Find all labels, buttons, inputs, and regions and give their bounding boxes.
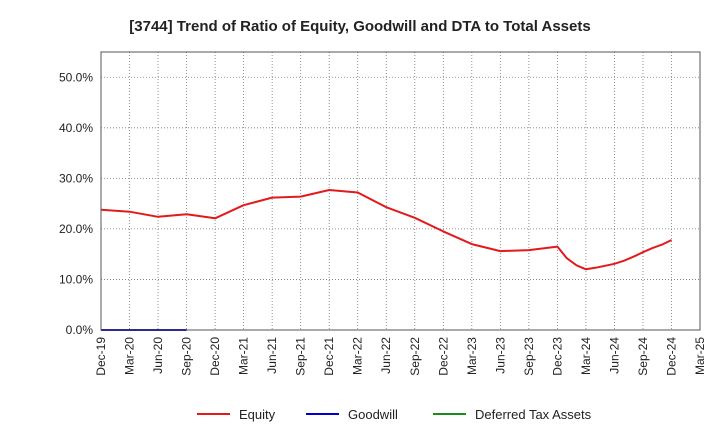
x-tick-label: Sep-23 <box>522 337 536 376</box>
grid <box>100 52 701 331</box>
x-tick-label: Jun-20 <box>151 337 165 374</box>
series-line-equity <box>100 189 672 271</box>
x-tick-label: Mar-23 <box>465 337 479 375</box>
y-tick-label: 30.0% <box>59 171 93 185</box>
y-tick-label: 0.0% <box>66 323 94 337</box>
x-tick-label: Jun-22 <box>379 337 393 374</box>
plot-frame <box>100 51 701 331</box>
x-tick-label: Jun-23 <box>493 337 507 374</box>
x-tick-label: Dec-21 <box>322 337 336 376</box>
x-tick-label: Sep-20 <box>180 337 194 376</box>
x-tick-label: Mar-24 <box>579 337 593 375</box>
legend: Equity Goodwill Deferred Tax Assets <box>197 407 592 422</box>
legend-label: Deferred Tax Assets <box>475 407 592 422</box>
x-axis: Dec-19 Mar-20 Jun-20 Sep-20 Dec-20 Mar-21 Jun-… <box>94 337 707 376</box>
x-tick-label: Mar-20 <box>123 337 137 375</box>
x-tick-label: Dec-24 <box>664 337 678 376</box>
y-axis: 0.0% 10.0% 20.0% 30.0% 40.0% 50.0% <box>59 70 93 337</box>
chart-title: [3744] Trend of Ratio of Equity, Goodwil… <box>129 18 590 35</box>
x-tick-label: Dec-20 <box>208 337 222 376</box>
x-tick-label: Mar-22 <box>351 337 365 375</box>
y-tick-label: 20.0% <box>59 222 93 236</box>
y-tick-label: 40.0% <box>59 121 93 135</box>
y-tick-label: 50.0% <box>59 70 93 84</box>
x-tick-label: Jun-24 <box>607 337 621 374</box>
legend-label: Equity <box>239 407 276 422</box>
x-tick-label: Dec-19 <box>94 337 108 376</box>
x-tick-label: Jun-21 <box>265 337 279 374</box>
legend-label: Goodwill <box>348 407 398 422</box>
x-tick-label: Sep-22 <box>408 337 422 376</box>
y-tick-label: 10.0% <box>59 272 93 286</box>
x-tick-label: Dec-23 <box>550 337 564 376</box>
x-tick-label: Sep-21 <box>294 337 308 376</box>
x-tick-label: Mar-21 <box>237 337 251 375</box>
x-tick-label: Sep-24 <box>636 337 650 376</box>
x-tick-label: Mar-25 <box>693 337 707 375</box>
x-tick-label: Dec-22 <box>436 337 450 376</box>
